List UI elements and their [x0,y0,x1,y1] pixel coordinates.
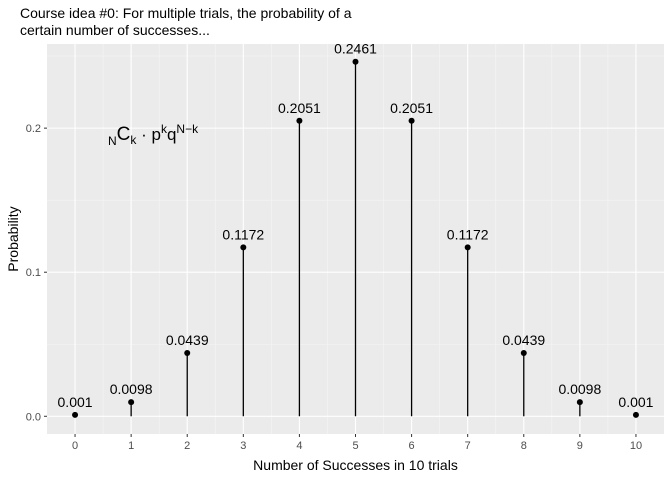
y-tick-label: 0.0 [26,411,41,423]
x-tick-label: 4 [296,440,302,452]
data-label: 0.1172 [222,226,264,242]
point [520,350,527,357]
x-tick-label: 10 [630,440,642,452]
chart-title-line-2: certain number of successes... [20,22,210,38]
y-tick-label: 0.2 [26,123,41,135]
data-label: 0.001 [618,394,653,410]
chart-title: Course idea #0: For multiple trials, the… [20,5,620,39]
chart-title-line-1: Course idea #0: For multiple trials, the… [20,5,352,21]
y-tick-label: 0.1 [26,267,41,279]
formula-part: · [136,125,151,144]
formula-part: k [161,122,168,136]
data-label: 0.0439 [502,332,545,348]
data-label: 0.1172 [447,226,489,242]
x-tick-label: 1 [128,440,134,452]
data-label: 0.0439 [166,332,209,348]
point [72,411,79,418]
data-label: 0.2051 [278,100,321,116]
y-axis-title: Probability [5,206,21,271]
formula-part: k [130,133,137,147]
axes: 0 1 2 3 4 5 6 7 8 9 10 0.0 0.1 0.2 [26,123,642,452]
data-label: 0.2461 [334,41,377,57]
formula-annotation: NCk · pkqN−k [108,122,199,148]
formula-part: N−k [176,122,199,136]
x-tick-label: 2 [184,440,190,452]
x-tick-label: 3 [240,440,246,452]
x-tick-label: 5 [352,440,358,452]
x-tick-label: 9 [577,440,583,452]
formula-part: p [151,125,160,144]
point [632,411,639,418]
point [128,399,135,406]
x-tick-label: 7 [465,440,471,452]
x-tick-label: 6 [409,440,415,452]
point [408,117,415,124]
data-label: 0.2051 [390,100,433,116]
minor-gridlines [47,44,664,434]
data-labels: 0.001 0.0098 0.0439 0.1172 0.2051 0.2461 0.205… [58,41,654,410]
formula-text: NCk · pkqN−k [108,122,199,148]
x-tick-label: 0 [72,440,78,452]
point [184,350,191,357]
x-axis-title: Number of Successes in 10 trials [253,457,458,473]
point [296,117,303,124]
formula-part: C [117,124,131,145]
data-label: 0.0098 [558,381,601,397]
formula-part: N [108,134,117,148]
data-label: 0.001 [58,394,93,410]
data-marks [72,58,639,418]
point [352,58,359,65]
data-label: 0.0098 [110,381,153,397]
formula-part: q [167,125,176,144]
point [240,244,247,251]
x-tick-label: 8 [521,440,527,452]
point [576,399,583,406]
point [464,244,471,251]
